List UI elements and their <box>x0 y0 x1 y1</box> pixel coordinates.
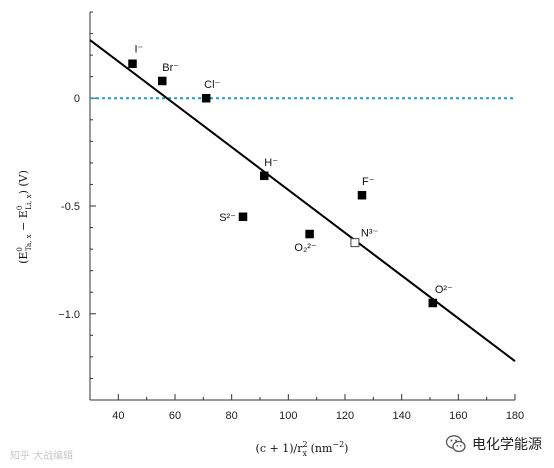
x-axis-title: (c + 1)/r2 x (nm−2) <box>256 440 349 458</box>
data-points <box>128 59 438 308</box>
x-tick-label: 60 <box>169 410 181 422</box>
point-label: F⁻ <box>362 176 375 188</box>
watermark-right: 电化学能源 <box>445 433 542 455</box>
y-axis-title: (E0Ta, x − E0Li, x) (V) <box>16 170 33 264</box>
y-tick-label: −1.0 <box>58 309 80 321</box>
x-tick-label: 100 <box>279 410 297 422</box>
wechat-icon <box>445 435 466 453</box>
point-label: N³⁻ <box>361 228 379 240</box>
watermark-right-text: 电化学能源 <box>472 437 542 453</box>
y-tick-label: 0 <box>74 93 80 105</box>
watermark-left: 知乎 大战编辑 <box>10 451 74 462</box>
point-label: S²⁻ <box>219 212 236 224</box>
fit-line <box>89 39 516 362</box>
point-label: O₂²⁻ <box>294 242 316 254</box>
fit-line-group <box>89 39 516 362</box>
point-label: Br⁻ <box>162 62 179 74</box>
x-tick-label: 140 <box>392 410 410 422</box>
point-label: Cl⁻ <box>204 79 220 91</box>
x-tick-label: 180 <box>506 410 524 422</box>
point-marker <box>201 93 211 103</box>
point-label: I⁻ <box>135 44 144 56</box>
x-tick-label: 40 <box>112 410 124 422</box>
point-marker <box>357 190 367 200</box>
point-marker <box>305 229 314 239</box>
point-label: O²⁻ <box>435 284 453 296</box>
x-tick-label: 120 <box>336 410 354 422</box>
point-marker <box>128 59 137 68</box>
point-marker <box>158 76 167 86</box>
point-marker <box>350 238 360 248</box>
point-marker <box>428 298 438 308</box>
point-marker <box>238 212 248 222</box>
x-tick-label: 160 <box>449 410 467 422</box>
point-labels: I⁻ Br⁻ Cl⁻ H⁻ S²⁻ O₂²⁻ F⁻ N³⁻ O²⁻ <box>135 44 454 296</box>
point-label: H⁻ <box>264 157 278 169</box>
y-tick-label: -0.5 <box>61 201 80 213</box>
x-tick-label: 80 <box>226 410 238 422</box>
axes: 40 60 80 100 120 140 160 180 0 -0.5 −1.0 <box>58 11 524 422</box>
point-marker <box>260 171 269 181</box>
